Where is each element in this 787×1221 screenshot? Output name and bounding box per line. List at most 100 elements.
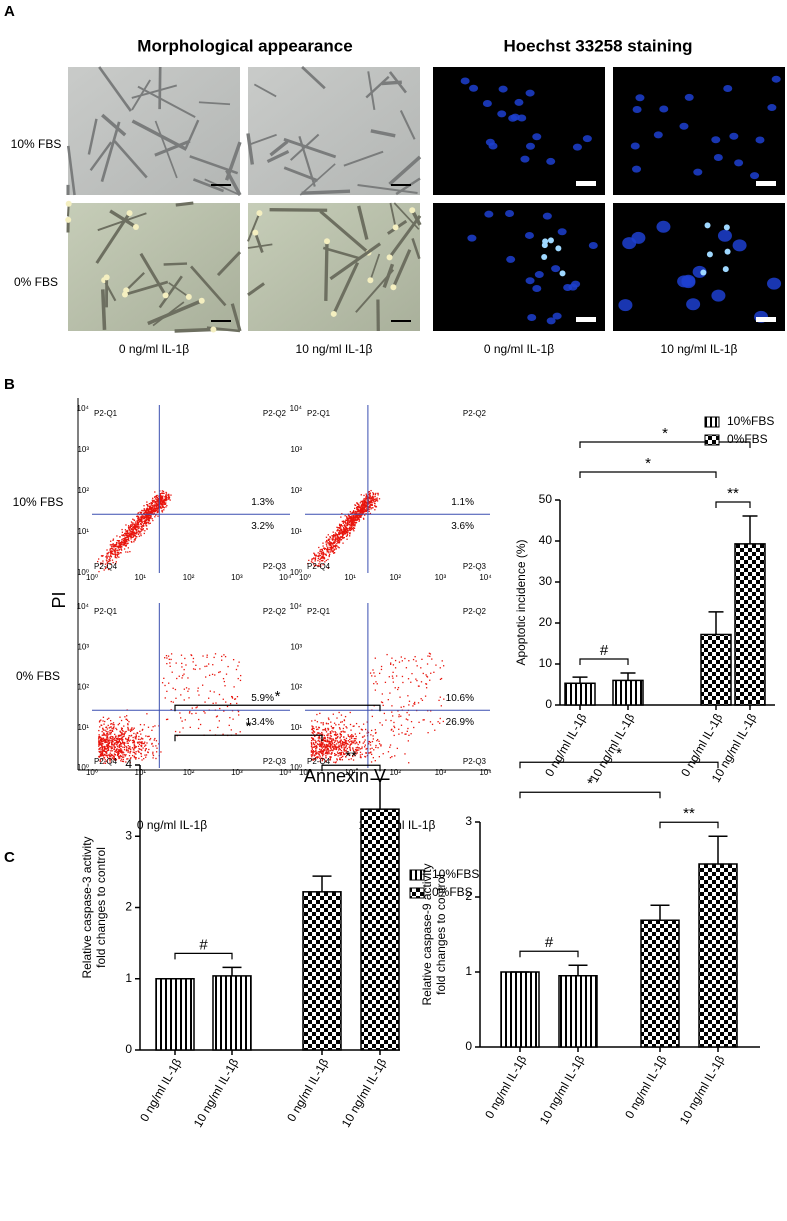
event (400, 716, 401, 717)
significance: # (199, 936, 208, 953)
bar (303, 892, 341, 1050)
significance: * (662, 425, 668, 442)
cell-body (163, 292, 169, 298)
event (358, 521, 359, 522)
event (195, 707, 196, 708)
event (334, 549, 335, 550)
event (395, 667, 396, 668)
event (316, 729, 317, 730)
decade-label: 10² (290, 683, 302, 692)
event (134, 736, 135, 737)
event (130, 731, 131, 732)
event (108, 734, 109, 735)
event (353, 510, 354, 511)
event (388, 751, 389, 752)
event (144, 533, 145, 534)
scale-bar (576, 181, 596, 186)
event (217, 715, 218, 716)
event (146, 525, 147, 526)
event (124, 731, 125, 732)
bright-nucleus (723, 266, 729, 272)
event (152, 746, 153, 747)
event (360, 752, 361, 753)
event (322, 549, 323, 550)
nucleus (750, 172, 759, 179)
event (353, 517, 354, 518)
event (318, 732, 319, 733)
quadrant-label: P2-Q1 (94, 607, 118, 616)
event (404, 734, 405, 735)
event (119, 723, 120, 724)
event (421, 698, 422, 699)
event (341, 714, 342, 715)
event (154, 505, 155, 506)
event (354, 504, 355, 505)
event (143, 505, 144, 506)
event (101, 741, 102, 742)
nucleus (511, 114, 520, 121)
x-tick-label: 0 ng/ml IL-1β (482, 1053, 529, 1121)
decade-label: 10¹ (135, 573, 147, 582)
event (101, 725, 102, 726)
decade-label: 10³ (77, 642, 89, 651)
event (193, 658, 194, 659)
x-tick-label: 10 ng/ml IL-1β (339, 1056, 390, 1130)
event (340, 722, 341, 723)
event (226, 674, 227, 675)
event (145, 521, 146, 522)
event (157, 505, 158, 506)
event (399, 661, 400, 662)
event (121, 529, 122, 530)
event (114, 740, 115, 741)
nucleus (514, 99, 523, 106)
event (348, 740, 349, 741)
event (225, 701, 226, 702)
event (344, 739, 345, 740)
event (109, 549, 110, 550)
event (371, 754, 372, 755)
event (430, 653, 431, 654)
event (203, 711, 204, 712)
event (128, 525, 129, 526)
event (134, 538, 135, 539)
event (146, 754, 147, 755)
event (140, 749, 141, 750)
event (99, 743, 100, 744)
event (156, 497, 157, 498)
event (326, 744, 327, 745)
event (420, 667, 421, 668)
event (103, 717, 104, 718)
decade-label: 10³ (435, 768, 447, 777)
event (327, 728, 328, 729)
event (312, 729, 313, 730)
event (353, 530, 354, 531)
bright-nucleus (724, 224, 730, 230)
event (328, 551, 329, 552)
event (415, 678, 416, 679)
event (317, 556, 318, 557)
event (352, 528, 353, 529)
event (98, 738, 99, 739)
event (110, 544, 111, 545)
event (148, 749, 149, 750)
event (333, 542, 334, 543)
event (381, 666, 382, 667)
event (363, 495, 364, 496)
event (106, 751, 107, 752)
event (364, 746, 365, 747)
event (365, 752, 366, 753)
event (311, 750, 312, 751)
nucleus (693, 169, 702, 176)
event (150, 503, 151, 504)
event (334, 744, 335, 745)
event (337, 534, 338, 535)
event (125, 545, 126, 546)
event (111, 546, 112, 547)
event (343, 745, 344, 746)
event (373, 499, 374, 500)
event (379, 743, 380, 744)
event (168, 655, 169, 656)
nucleus (558, 228, 567, 235)
event (138, 528, 139, 529)
col-label: 0 ng/ml IL-1β (484, 342, 554, 356)
